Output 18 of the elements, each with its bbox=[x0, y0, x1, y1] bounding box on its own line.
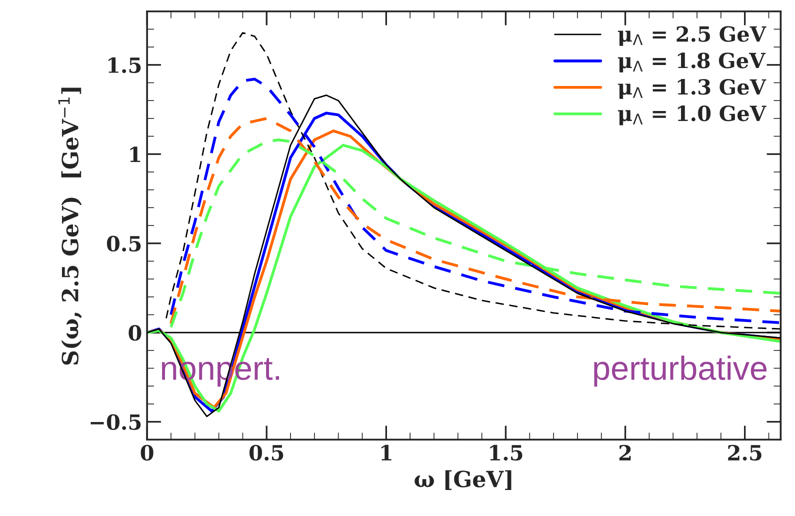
legend-label: μ$_{Λ}$ = 1.0 GeV bbox=[618, 106, 766, 126]
legend-label: μ$_{Λ}$ = 1.8 GeV bbox=[618, 52, 766, 72]
y-tick-label: 0.5 bbox=[106, 236, 141, 252]
y-tick-label: 1.5 bbox=[108, 57, 141, 74]
y-tick-label: −0.5 bbox=[90, 414, 141, 430]
y-axis-title: S(ω, 2.5 GeV) [GeV$^{−1}$] bbox=[58, 88, 82, 365]
y-tick-label: 1 bbox=[130, 146, 140, 162]
annotation: perturbative bbox=[594, 356, 767, 387]
x-axis-title: ω [GeV] bbox=[414, 470, 512, 490]
x-tick-label: 1.5 bbox=[490, 444, 522, 461]
x-tick-label: 0.5 bbox=[249, 444, 284, 461]
legend-label: μ$_{Λ}$ = 1.3 GeV bbox=[618, 79, 766, 99]
x-tick-label: 1 bbox=[381, 444, 392, 460]
x-tick-label: 2.5 bbox=[728, 444, 762, 461]
x-tick-label: 2 bbox=[619, 444, 631, 460]
legend-label: μ$_{Λ}$ = 2.5 GeV bbox=[618, 26, 766, 46]
x-tick-label: 0 bbox=[140, 444, 154, 461]
y-tick-label: 0 bbox=[128, 325, 142, 341]
